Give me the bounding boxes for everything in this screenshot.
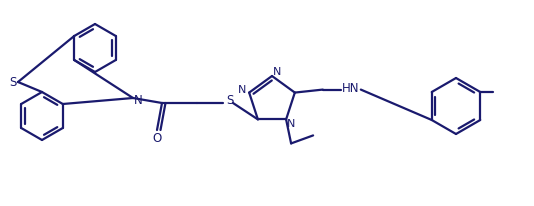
- Text: N: N: [238, 84, 246, 94]
- Text: N: N: [273, 67, 281, 77]
- Text: N: N: [134, 94, 143, 107]
- Text: S: S: [226, 94, 234, 107]
- Text: S: S: [9, 75, 17, 88]
- Text: O: O: [152, 132, 162, 145]
- Text: N: N: [287, 119, 295, 129]
- Text: HN: HN: [342, 82, 359, 95]
